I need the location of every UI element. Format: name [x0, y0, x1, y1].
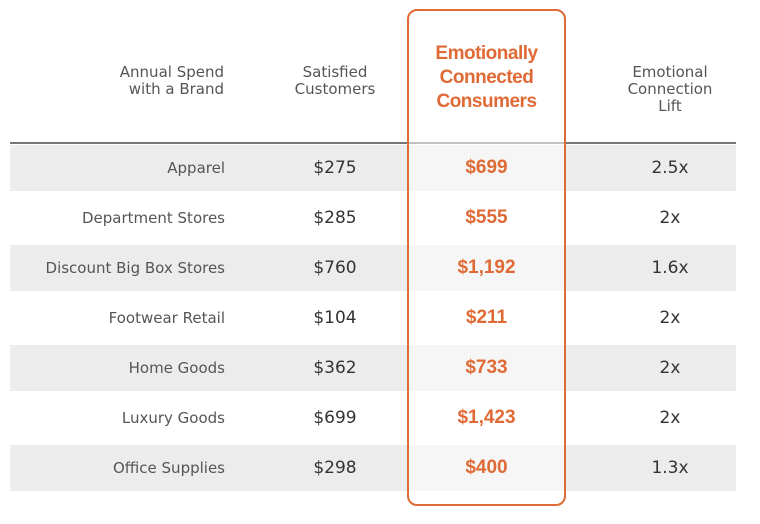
row-stripe: [10, 345, 736, 391]
cell-emotional: $1,192: [457, 257, 516, 278]
header-satisfied: Satisfied Customers: [294, 63, 376, 98]
cell-lift: 2x: [659, 408, 681, 428]
cell-category: Luxury Goods: [121, 409, 225, 427]
cell-emotional: $699: [465, 157, 508, 178]
cell-emotional: $555: [465, 207, 508, 228]
cell-lift: 1.3x: [651, 458, 689, 478]
row-stripe: [10, 445, 736, 491]
cell-emotional: $1,423: [457, 407, 516, 428]
cell-satisfied: $362: [313, 358, 357, 378]
highlight-column-box: [407, 9, 566, 506]
row-stripe: [10, 245, 736, 291]
cell-lift: 1.6x: [651, 258, 689, 278]
row-stripe: [10, 145, 736, 191]
cell-satisfied: $760: [313, 258, 357, 278]
cell-satisfied: $104: [313, 308, 357, 328]
cell-emotional: $400: [465, 457, 508, 478]
header-divider: [10, 142, 736, 144]
cell-lift: 2x: [659, 358, 681, 378]
cell-emotional: $211: [465, 307, 508, 328]
cell-category: Home Goods: [128, 359, 225, 377]
cell-lift: 2x: [659, 208, 681, 228]
cell-satisfied: $285: [313, 208, 357, 228]
cell-category: Discount Big Box Stores: [45, 259, 225, 277]
header-category: Annual Spend with a Brand: [119, 63, 224, 98]
cell-emotional: $733: [465, 357, 508, 378]
cell-satisfied: $298: [313, 458, 357, 478]
cell-category: Apparel: [167, 159, 225, 177]
header-emotional: Emotionally Connected Consumers: [435, 43, 538, 112]
cell-category: Office Supplies: [112, 459, 225, 477]
cell-satisfied: $275: [313, 158, 357, 178]
cell-satisfied: $699: [313, 408, 357, 428]
cell-lift: 2x: [659, 308, 681, 328]
header-lift: Emotional Connection Lift: [627, 63, 713, 115]
cell-category: Footwear Retail: [108, 309, 225, 327]
cell-lift: 2.5x: [651, 158, 689, 178]
cell-category: Department Stores: [82, 209, 225, 227]
